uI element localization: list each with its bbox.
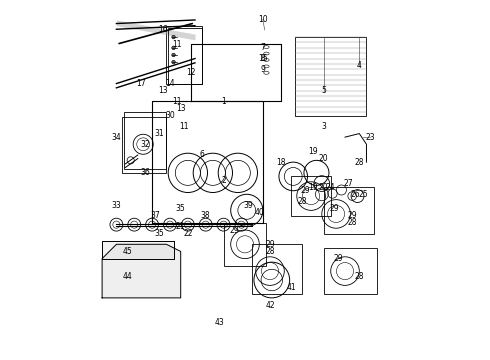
Text: 29: 29 xyxy=(265,240,275,249)
Circle shape xyxy=(172,53,175,57)
Text: 28: 28 xyxy=(265,247,275,256)
Text: 45: 45 xyxy=(122,247,132,256)
Text: 3: 3 xyxy=(321,122,326,131)
Text: 22: 22 xyxy=(183,229,193,238)
Text: 24: 24 xyxy=(326,183,336,192)
Text: 29: 29 xyxy=(301,186,311,195)
Text: 13: 13 xyxy=(158,86,168,95)
Text: 25: 25 xyxy=(358,190,368,199)
Text: 18: 18 xyxy=(276,158,286,167)
Text: 36: 36 xyxy=(140,168,150,177)
Bar xyxy=(168,28,202,84)
Text: 17: 17 xyxy=(137,79,146,88)
Text: 19: 19 xyxy=(308,147,318,156)
Text: 6: 6 xyxy=(200,150,204,159)
Bar xyxy=(323,248,377,294)
Bar xyxy=(292,176,331,216)
Text: 41: 41 xyxy=(287,283,296,292)
Text: 2: 2 xyxy=(221,176,226,185)
Text: 15: 15 xyxy=(258,54,268,63)
Bar xyxy=(295,37,367,116)
Text: 29: 29 xyxy=(329,204,339,213)
Text: 38: 38 xyxy=(201,211,211,220)
Text: 8: 8 xyxy=(261,54,265,63)
Bar xyxy=(252,244,302,294)
Text: 28: 28 xyxy=(355,272,364,281)
Text: 30: 30 xyxy=(165,111,175,120)
Text: 28: 28 xyxy=(355,158,364,167)
Text: 13: 13 xyxy=(176,104,186,113)
Text: 5: 5 xyxy=(321,86,326,95)
Text: 44: 44 xyxy=(122,272,132,281)
Text: 23: 23 xyxy=(365,132,375,141)
Circle shape xyxy=(172,60,175,64)
Polygon shape xyxy=(102,241,173,258)
Text: 39: 39 xyxy=(244,201,253,210)
Text: 21: 21 xyxy=(176,222,185,231)
Text: 10: 10 xyxy=(258,15,268,24)
Text: 11: 11 xyxy=(172,40,182,49)
Text: 11: 11 xyxy=(179,122,189,131)
Text: 43: 43 xyxy=(215,318,225,327)
Text: 1: 1 xyxy=(221,97,226,106)
Text: 28: 28 xyxy=(297,197,307,206)
Bar xyxy=(122,117,167,173)
Text: 42: 42 xyxy=(265,301,275,310)
Text: 32: 32 xyxy=(140,140,150,149)
Circle shape xyxy=(172,35,175,39)
Text: 26: 26 xyxy=(351,190,361,199)
Bar xyxy=(167,26,202,84)
Bar xyxy=(323,187,373,234)
Text: 29: 29 xyxy=(347,211,357,220)
Text: 27: 27 xyxy=(344,179,353,188)
Text: 40: 40 xyxy=(254,208,264,217)
Text: 29: 29 xyxy=(333,254,343,263)
Text: 12: 12 xyxy=(187,68,196,77)
Text: 4: 4 xyxy=(357,61,362,70)
Text: 20: 20 xyxy=(319,154,328,163)
Text: 9: 9 xyxy=(260,65,265,74)
Text: 7: 7 xyxy=(260,43,265,52)
Text: 14: 14 xyxy=(165,79,175,88)
Text: 11: 11 xyxy=(172,97,182,106)
Bar xyxy=(123,112,167,169)
Text: 33: 33 xyxy=(112,201,122,210)
Text: 31: 31 xyxy=(154,129,164,138)
Text: 34: 34 xyxy=(112,132,122,141)
Text: 28: 28 xyxy=(347,219,357,228)
Text: 29: 29 xyxy=(229,225,239,234)
Circle shape xyxy=(172,46,175,50)
Text: 35: 35 xyxy=(154,229,164,238)
Bar xyxy=(223,223,267,266)
Text: 35: 35 xyxy=(176,204,186,213)
Text: 37: 37 xyxy=(151,211,161,220)
Text: 19: 19 xyxy=(308,183,318,192)
Text: 20: 20 xyxy=(319,183,328,192)
Polygon shape xyxy=(102,244,181,298)
Text: 16: 16 xyxy=(158,26,168,35)
